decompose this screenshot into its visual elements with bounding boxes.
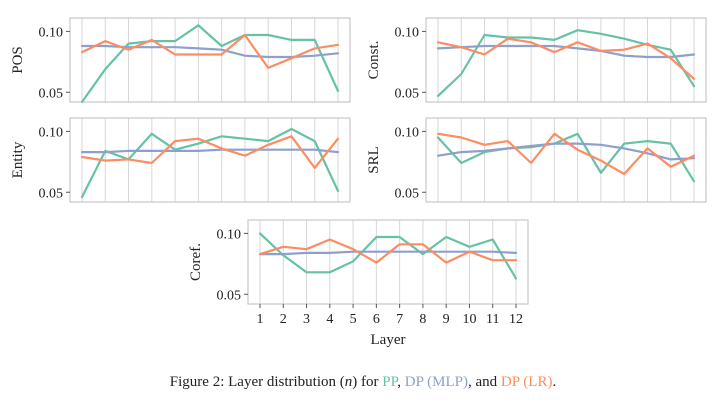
panel-frame bbox=[69, 17, 351, 103]
y-axis-label: Const. bbox=[366, 41, 382, 80]
series-line-pp bbox=[80, 127, 340, 199]
panel-frame bbox=[247, 219, 529, 305]
caption-prefix: Figure 2: Layer distribution ( bbox=[169, 374, 345, 390]
y-tick-label: 0.10 bbox=[217, 227, 242, 242]
caption-pp-label: PP bbox=[382, 374, 398, 390]
caption-mid: ) for bbox=[352, 374, 383, 390]
y-tick-label: 0.05 bbox=[39, 186, 64, 201]
x-axis-label: Layer bbox=[371, 332, 406, 348]
series-line-pp bbox=[258, 232, 518, 280]
caption-sep-1: , bbox=[397, 374, 405, 390]
caption-sep-2: , and bbox=[468, 374, 501, 390]
panel-pos: 0.05 0.10 POS bbox=[10, 17, 351, 104]
x-tick-label: 10 bbox=[462, 312, 476, 327]
caption-dp-mlp-label: DP (MLP) bbox=[404, 374, 468, 390]
series-line-dp-mlp bbox=[436, 142, 696, 161]
y-tick-label: 0.10 bbox=[39, 125, 64, 140]
y-axis-label: POS bbox=[10, 46, 26, 74]
panel-const: 0.05 0.10 Const. bbox=[366, 17, 707, 103]
y-tick-label: 0.10 bbox=[39, 25, 64, 40]
y-tick-label: 0.05 bbox=[395, 86, 420, 101]
caption-variable: n bbox=[344, 374, 353, 390]
y-axis-label: Coref. bbox=[188, 243, 204, 281]
series-line-dp-lr bbox=[80, 135, 340, 169]
x-tick-label: 12 bbox=[509, 312, 523, 327]
x-tick-label: 4 bbox=[326, 312, 333, 327]
x-tick-label: 2 bbox=[280, 312, 287, 327]
x-tick-label: 3 bbox=[303, 312, 310, 327]
panel-srl: 0.05 0.10 SRL bbox=[366, 117, 707, 203]
series-line-dp-mlp bbox=[258, 250, 518, 256]
series-line-dp-lr bbox=[436, 132, 696, 176]
series-line-pp bbox=[436, 29, 696, 98]
series-line-dp-mlp bbox=[80, 148, 340, 154]
y-tick-label: 0.05 bbox=[217, 288, 242, 303]
x-tick-label: 7 bbox=[396, 312, 403, 327]
series-line-dp-lr bbox=[436, 37, 696, 81]
y-tick-label: 0.05 bbox=[395, 186, 420, 201]
y-axis-label: Entity bbox=[10, 141, 26, 178]
x-tick-label: 1 bbox=[257, 312, 264, 327]
y-tick-label: 0.05 bbox=[39, 86, 64, 101]
x-tick-label: 6 bbox=[373, 312, 380, 327]
caption-end: . bbox=[552, 374, 557, 390]
series-line-dp-lr bbox=[258, 238, 518, 264]
y-tick-label: 0.10 bbox=[395, 125, 420, 140]
x-tick-label: 9 bbox=[443, 312, 450, 327]
y-axis-label: SRL bbox=[366, 146, 382, 174]
panel-frame bbox=[425, 117, 707, 203]
series-line-pp bbox=[80, 24, 340, 104]
x-tick-label: 11 bbox=[486, 312, 499, 327]
panel-entity: 0.05 0.10 Entity bbox=[10, 117, 351, 203]
figure-caption: Figure 2: Layer distribution (n) for PP,… bbox=[0, 374, 726, 391]
x-tick-label: 5 bbox=[350, 312, 357, 327]
series-line-pp bbox=[436, 132, 696, 183]
x-tick-label: 8 bbox=[419, 312, 426, 327]
caption-dp-lr-label: DP (LR) bbox=[500, 374, 553, 390]
panel-frame bbox=[69, 117, 351, 203]
series-line-dp-lr bbox=[80, 33, 340, 70]
y-tick-label: 0.10 bbox=[395, 25, 420, 40]
panel-frame bbox=[425, 17, 707, 103]
